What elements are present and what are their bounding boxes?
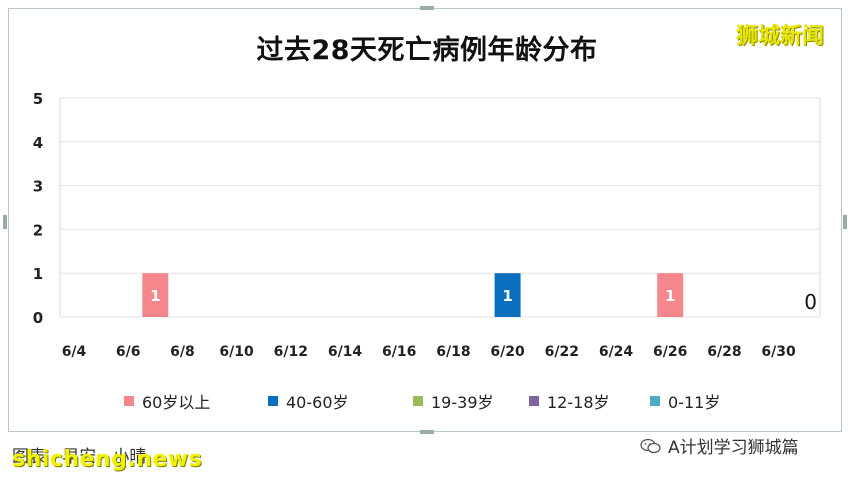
legend-swatch bbox=[124, 396, 134, 406]
bars: 1 1 1 bbox=[142, 273, 684, 317]
footer-caption: 图表 · 早安 · 小晴 bbox=[12, 447, 147, 467]
brand-watermark-bottom: shicheng.news bbox=[12, 447, 203, 472]
legend-swatch bbox=[529, 396, 539, 406]
x-tick-label: 6/20 bbox=[490, 344, 525, 360]
y-tick-label: 1 bbox=[33, 265, 43, 283]
y-tick-label: 2 bbox=[33, 221, 43, 239]
y-tick-label: 3 bbox=[33, 178, 43, 196]
x-tick-label: 6/24 bbox=[599, 344, 634, 360]
x-tick-label: 6/4 bbox=[62, 344, 87, 360]
wechat-account-name: A计划学习狮城篇 bbox=[668, 438, 799, 458]
x-axis: 6/4 6/6 6/8 6/10 6/12 6/14 6/16 6/18 6/20 6/22 6/2… bbox=[62, 344, 796, 360]
x-tick-label: 6/18 bbox=[436, 344, 470, 360]
x-tick-label: 6/26 bbox=[653, 344, 687, 360]
x-tick-label: 6/10 bbox=[219, 344, 254, 360]
data-label: 1 bbox=[665, 287, 675, 305]
legend-label: 60岁以上 bbox=[142, 393, 211, 412]
grid-lines bbox=[59, 97, 821, 318]
plot-area bbox=[59, 97, 821, 318]
legend-label: 40-60岁 bbox=[286, 393, 349, 412]
legend-label: 19-39岁 bbox=[431, 393, 494, 412]
resize-handle-bottom[interactable] bbox=[420, 430, 434, 434]
legend-swatch bbox=[650, 396, 660, 406]
resize-handle-top[interactable] bbox=[420, 6, 434, 10]
x-tick-label: 6/22 bbox=[545, 344, 579, 360]
y-axis: 0 1 2 3 4 5 bbox=[33, 90, 43, 327]
chart-title: 过去28天死亡病例年龄分布 bbox=[256, 35, 598, 66]
data-label: 1 bbox=[502, 287, 512, 305]
x-tick-label: 6/14 bbox=[328, 344, 363, 360]
x-tick-label: 6/6 bbox=[116, 344, 141, 360]
annotations: 0 bbox=[804, 290, 817, 314]
x-tick-label: 6/8 bbox=[170, 344, 195, 360]
chart-frame bbox=[8, 8, 842, 432]
bar bbox=[142, 273, 169, 317]
bar bbox=[494, 273, 521, 317]
legend-swatch bbox=[268, 396, 278, 406]
x-tick-label: 6/28 bbox=[707, 344, 741, 360]
legend-label: 0-11岁 bbox=[668, 393, 721, 412]
y-tick-label: 4 bbox=[33, 134, 43, 152]
y-tick-label: 5 bbox=[33, 90, 43, 108]
legend: 60岁以上 40-60岁 19-39岁 12-18岁 0-11岁 bbox=[0, 390, 854, 412]
annotation-label: 0 bbox=[804, 290, 817, 314]
wechat-icon bbox=[640, 438, 661, 453]
x-tick-label: 6/12 bbox=[274, 344, 308, 360]
bar bbox=[657, 273, 684, 317]
resize-handle-left[interactable] bbox=[3, 215, 7, 229]
legend-item: 40-60岁 bbox=[268, 390, 349, 412]
y-tick-label: 0 bbox=[33, 309, 43, 327]
x-tick-label: 6/30 bbox=[761, 344, 796, 360]
x-tick-label: 6/16 bbox=[382, 344, 416, 360]
legend-item: 19-39岁 bbox=[413, 390, 494, 412]
legend-item: 60岁以上 bbox=[124, 390, 210, 412]
brand-watermark-top: 狮城新闻 bbox=[736, 24, 825, 49]
wechat-account: A计划学习狮城篇 bbox=[640, 433, 799, 458]
resize-handle-right[interactable] bbox=[843, 215, 847, 229]
legend-label: 12-18岁 bbox=[547, 393, 610, 412]
legend-swatch bbox=[413, 396, 423, 406]
legend-item: 0-11岁 bbox=[650, 390, 720, 412]
legend-item: 12-18岁 bbox=[529, 390, 610, 412]
data-label: 1 bbox=[150, 287, 160, 305]
